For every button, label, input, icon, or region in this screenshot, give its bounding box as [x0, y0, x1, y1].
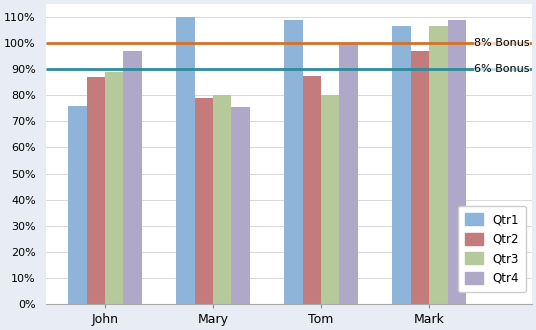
- Bar: [392, 26, 411, 304]
- Text: 8% Bonus: 8% Bonus: [474, 38, 530, 48]
- Bar: [411, 51, 429, 304]
- Bar: [87, 77, 105, 304]
- Bar: [429, 26, 448, 304]
- Bar: [176, 17, 195, 304]
- Bar: [285, 20, 303, 304]
- Bar: [195, 98, 213, 304]
- Bar: [105, 72, 123, 304]
- Bar: [303, 76, 321, 304]
- Legend: Qtr1, Qtr2, Qtr3, Qtr4: Qtr1, Qtr2, Qtr3, Qtr4: [458, 206, 526, 292]
- Bar: [213, 95, 232, 304]
- Bar: [68, 106, 87, 304]
- Bar: [448, 20, 466, 304]
- Bar: [321, 95, 339, 304]
- Bar: [232, 107, 250, 304]
- Text: 6% Bonus: 6% Bonus: [474, 64, 530, 74]
- Bar: [123, 51, 142, 304]
- Bar: [339, 43, 358, 304]
